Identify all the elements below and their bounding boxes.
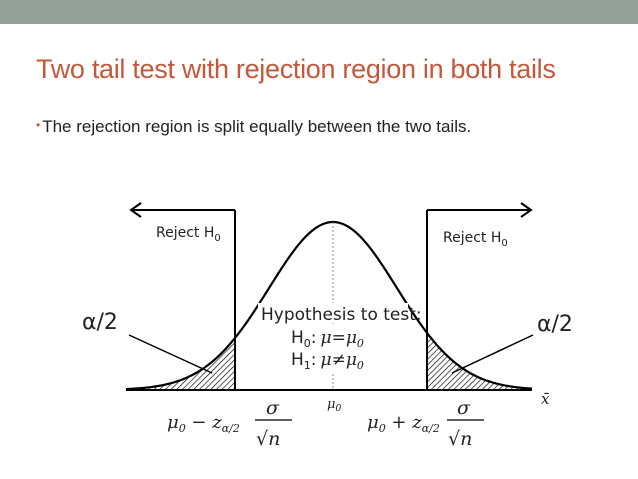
top-bar [0,0,638,24]
hypothesis-lines-background [287,324,397,372]
alpha-half-left-label: α/2 [82,310,118,335]
left-rejection-tail [126,337,235,390]
bullet-text: The rejection region is split equally be… [42,117,472,136]
right-critical-value: μ0 + zα/2 [367,412,440,435]
right-arrow-head [520,202,533,218]
alpha-left-pointer [128,334,213,374]
left-sqrt-n: √n [256,428,280,450]
bullet-marker: • [36,118,41,132]
alpha-half-right-label: α/2 [537,312,573,337]
null-hypothesis: H0: μ=μ0 [291,328,364,350]
bullet-item: • The rejection region is split equally b… [36,117,471,137]
normal-curve [125,220,533,391]
alternative-hypothesis: H1: μ≠μ0 [291,350,364,372]
hypothesis-title-background [258,303,408,323]
left-arrow-head [129,202,142,218]
right-sigma: σ [457,397,471,419]
mean-mu0-label: μ0 [327,397,341,414]
reject-h0-left-label: Reject H0 [156,225,221,244]
left-sigma: σ [266,397,280,419]
slide-title: Two tail test with rejection region in b… [36,54,556,84]
left-critical-value: μ0 − zα/2 [167,412,240,435]
right-rejection-tail [427,332,532,390]
alpha-right-pointer [451,334,534,374]
right-sqrt-n: √n [448,428,472,450]
x-bar-label: x̄ [541,390,550,408]
reject-h0-right-label: Reject H0 [443,230,508,249]
hypothesis-title: Hypothesis to test: [261,305,422,325]
